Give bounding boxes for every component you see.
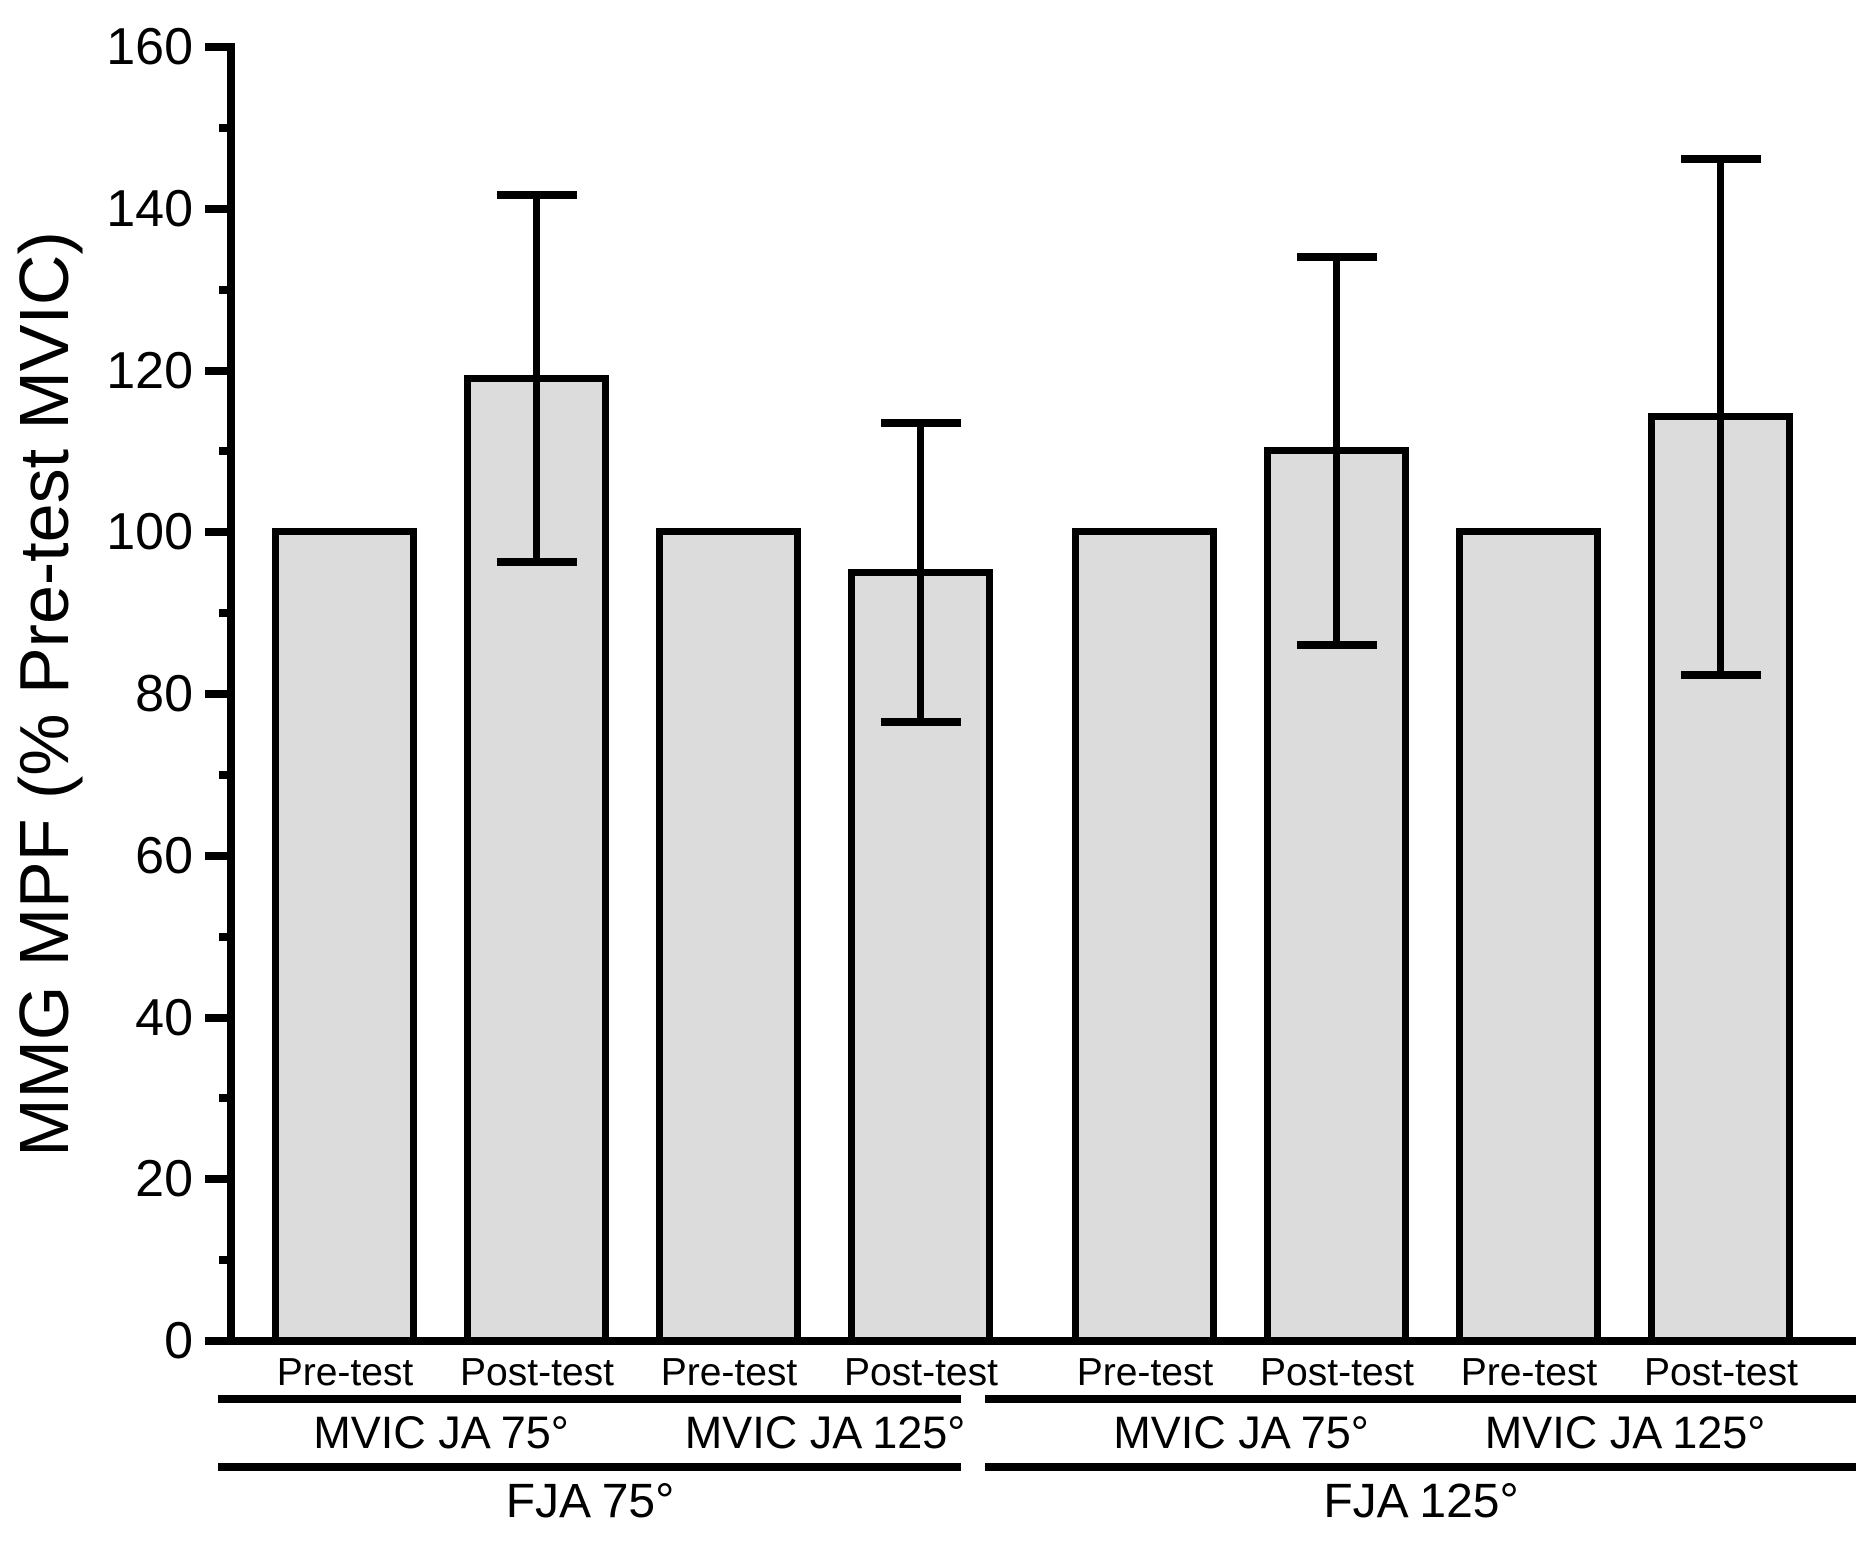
error-bar-line <box>1333 257 1340 645</box>
y-major-tick <box>205 852 235 860</box>
y-tick-label: 20 <box>135 1150 193 1208</box>
y-minor-tick <box>219 771 235 779</box>
y-minor-tick <box>219 447 235 455</box>
y-tick-label: 60 <box>135 827 193 885</box>
y-minor-tick <box>219 1256 235 1264</box>
subgroup-label: MVIC JA 75° <box>313 1407 569 1458</box>
y-minor-tick <box>219 286 235 294</box>
group-line <box>218 1463 961 1471</box>
y-major-tick <box>205 1175 235 1183</box>
error-bar-cap-top <box>1297 253 1377 261</box>
error-bar-cap-bottom <box>497 558 577 566</box>
y-tick-label: 40 <box>135 989 193 1047</box>
y-tick-label: 140 <box>106 180 193 238</box>
y-major-tick <box>205 1337 235 1345</box>
y-major-tick <box>205 528 235 536</box>
x-tick-label: Post-test <box>460 1351 614 1394</box>
subgroup-label: MVIC JA 125° <box>684 1407 966 1458</box>
x-tick-label: Pre-test <box>1076 1351 1214 1394</box>
bar <box>1072 528 1217 1345</box>
subgroup-line <box>985 1395 1856 1403</box>
y-minor-tick <box>219 124 235 132</box>
y-tick-label: 80 <box>135 665 193 723</box>
bar <box>656 528 801 1345</box>
y-major-tick <box>205 205 235 213</box>
error-bar-line <box>1717 159 1724 675</box>
group-label: FJA 125° <box>1323 1475 1519 1528</box>
group-label: FJA 75° <box>505 1475 675 1528</box>
y-minor-tick <box>219 609 235 617</box>
group-line <box>985 1463 1856 1471</box>
y-major-tick <box>205 690 235 698</box>
x-tick-label: Pre-test <box>1460 1351 1598 1394</box>
error-bar-cap-bottom <box>1297 641 1377 649</box>
subgroup-label: MVIC JA 125° <box>1484 1407 1766 1458</box>
error-bar-cap-top <box>1681 155 1761 163</box>
bar <box>848 569 993 1345</box>
x-axis-line <box>227 1337 1856 1345</box>
y-tick-label: 120 <box>106 342 193 400</box>
x-tick-label: Pre-test <box>660 1351 798 1394</box>
x-tick-label: Pre-test <box>276 1351 414 1394</box>
error-bar-cap-bottom <box>1681 671 1761 679</box>
y-minor-tick <box>219 933 235 941</box>
error-bar-cap-top <box>497 191 577 199</box>
y-major-tick <box>205 367 235 375</box>
y-major-tick <box>205 1014 235 1022</box>
bar <box>272 528 417 1345</box>
subgroup-line <box>218 1395 961 1403</box>
y-tick-label: 100 <box>106 503 193 561</box>
error-bar-line <box>533 195 540 562</box>
error-bar-cap-top <box>881 419 961 427</box>
y-tick-label: 0 <box>164 1312 193 1370</box>
error-bar-cap-bottom <box>881 718 961 726</box>
error-bar-line <box>917 423 924 722</box>
y-major-tick <box>205 43 235 51</box>
y-tick-label: 160 <box>106 18 193 76</box>
y-minor-tick <box>219 1094 235 1102</box>
bar <box>1456 528 1601 1345</box>
subgroup-label: MVIC JA 75° <box>1113 1407 1369 1458</box>
x-tick-label: Post-test <box>1260 1351 1414 1394</box>
x-tick-label: Post-test <box>1644 1351 1798 1394</box>
x-tick-label: Post-test <box>844 1351 998 1394</box>
